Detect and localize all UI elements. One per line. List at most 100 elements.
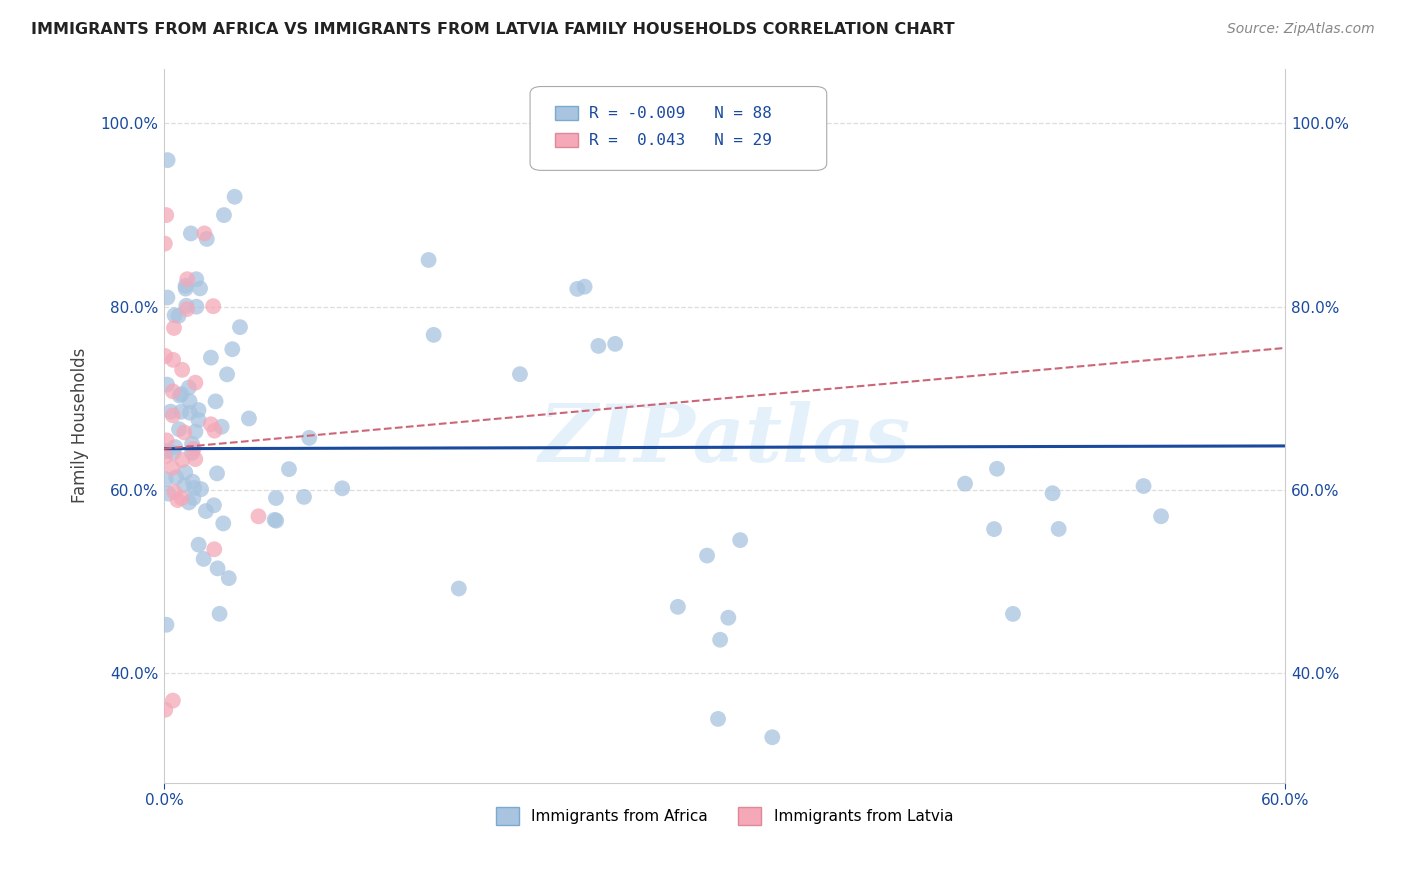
Point: [188, 281, 211, 295]
Point: [605, 336, 627, 351]
Point: [202, 542, 225, 557]
Point: [163, 485, 186, 500]
Point: [155, 472, 177, 486]
Point: [707, 712, 730, 726]
Point: [717, 610, 740, 624]
Point: [155, 703, 177, 717]
Point: [162, 461, 184, 475]
Point: [165, 440, 187, 454]
Point: [238, 411, 260, 425]
Point: [187, 538, 209, 552]
Point: [156, 377, 179, 392]
Point: [155, 617, 177, 632]
Point: [187, 413, 209, 427]
Point: [221, 342, 243, 356]
Point: [292, 490, 315, 504]
Point: [162, 384, 184, 399]
Point: [205, 467, 228, 481]
Point: [162, 352, 184, 367]
Point: [218, 571, 240, 585]
Point: [195, 232, 218, 246]
Point: [172, 453, 194, 467]
Point: [162, 409, 184, 423]
Legend: Immigrants from Africa, Immigrants from Latvia: Immigrants from Africa, Immigrants from …: [496, 806, 953, 825]
Point: [155, 444, 177, 458]
Point: [181, 437, 204, 451]
Point: [761, 730, 783, 744]
Point: [176, 301, 198, 316]
Point: [1001, 607, 1024, 621]
Point: [170, 387, 193, 401]
Point: [666, 599, 689, 614]
Point: [709, 632, 731, 647]
Point: [184, 376, 207, 390]
Point: [422, 327, 444, 342]
Point: [212, 208, 235, 222]
Point: [186, 272, 208, 286]
Point: [153, 236, 176, 251]
Point: [212, 516, 235, 531]
Point: [264, 491, 287, 505]
Point: [163, 321, 186, 335]
Text: Source: ZipAtlas.com: Source: ZipAtlas.com: [1227, 22, 1375, 37]
Point: [224, 190, 246, 204]
Point: [200, 351, 222, 365]
Point: [193, 552, 215, 566]
Point: [165, 470, 187, 484]
Point: [162, 446, 184, 460]
Point: [184, 452, 207, 467]
Point: [170, 405, 193, 419]
Point: [330, 481, 353, 495]
Point: [170, 491, 193, 505]
Point: [204, 394, 226, 409]
Point: [202, 299, 225, 313]
Point: [418, 252, 440, 267]
Point: [167, 422, 190, 436]
Point: [174, 278, 197, 293]
Point: [264, 514, 287, 528]
Point: [153, 349, 176, 363]
Point: [176, 299, 198, 313]
Text: R =  0.043   N = 29: R = 0.043 N = 29: [589, 133, 772, 147]
Point: [186, 300, 208, 314]
Point: [181, 475, 204, 489]
Point: [156, 153, 179, 168]
Y-axis label: Family Households: Family Households: [72, 348, 89, 503]
Point: [183, 481, 205, 495]
Point: [208, 607, 231, 621]
Point: [183, 442, 205, 456]
Point: [179, 406, 201, 420]
Text: R = -0.009   N = 88: R = -0.009 N = 88: [589, 106, 772, 120]
Point: [184, 425, 207, 439]
Point: [156, 291, 179, 305]
Point: [174, 282, 197, 296]
Point: [155, 208, 177, 222]
Point: [1042, 486, 1064, 500]
Point: [200, 417, 222, 432]
Point: [696, 549, 718, 563]
Point: [157, 486, 180, 500]
Point: [177, 380, 200, 394]
Point: [180, 227, 202, 241]
Text: IMMIGRANTS FROM AFRICA VS IMMIGRANTS FROM LATVIA FAMILY HOUSEHOLDS CORRELATION C: IMMIGRANTS FROM AFRICA VS IMMIGRANTS FRO…: [31, 22, 955, 37]
Point: [177, 495, 200, 509]
Point: [190, 482, 212, 496]
Point: [176, 272, 198, 286]
Point: [174, 465, 197, 479]
Point: [953, 476, 976, 491]
Point: [202, 498, 225, 512]
Point: [193, 227, 215, 241]
Point: [298, 431, 321, 445]
Point: [163, 308, 186, 322]
Point: [247, 509, 270, 524]
Point: [567, 282, 589, 296]
Point: [167, 309, 190, 323]
Point: [159, 404, 181, 418]
Point: [194, 504, 217, 518]
Point: [169, 389, 191, 403]
Point: [1150, 509, 1173, 524]
Point: [179, 394, 201, 409]
Point: [588, 339, 610, 353]
Point: [166, 493, 188, 508]
Point: [215, 368, 238, 382]
